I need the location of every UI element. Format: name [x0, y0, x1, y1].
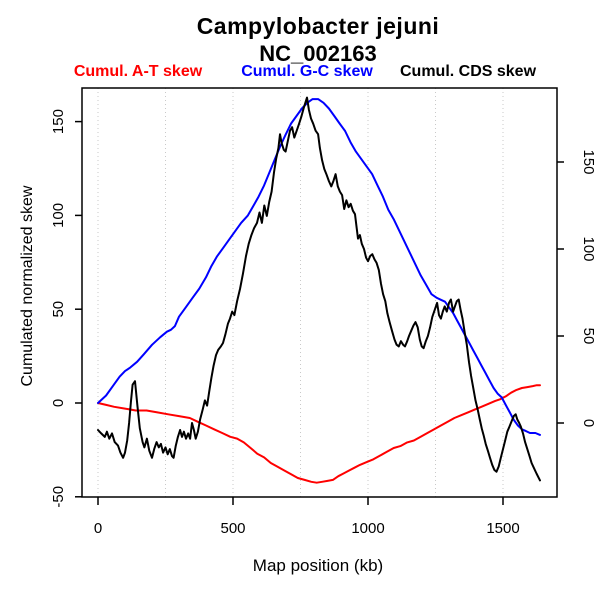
gc-skew-curve	[97, 98, 541, 436]
y-left-tick-label: 150	[50, 109, 67, 134]
legend-cds-skew: Cumul. CDS skew	[399, 63, 537, 80]
y-right-tick-label: 50	[580, 328, 597, 345]
legend-gc-skew: Cumul. G-C skew	[241, 63, 373, 80]
x-tick-label: 1500	[486, 520, 519, 537]
y-left-tick-label: -50	[50, 486, 67, 508]
x-tick-label: 0	[94, 520, 102, 537]
plot-border	[81, 87, 558, 498]
y-left-tick-label: 0	[50, 399, 67, 407]
accession-subtitle: NC_002163	[259, 41, 377, 66]
page-title: Campylobacter jejuni	[196, 13, 440, 39]
x-tick-label: 1000	[351, 520, 384, 537]
y-right-tick-label: 150	[580, 149, 597, 174]
x-tick-label: 500	[220, 520, 245, 537]
y-right-tick-label: 100	[580, 236, 597, 261]
cds-skew-curve	[97, 96, 541, 482]
y-left-tick-label: 100	[50, 203, 67, 228]
y-right-tick-label: 0	[580, 419, 597, 427]
x-axis-label: Map position (kb)	[252, 556, 384, 575]
y-left-tick-label: 50	[50, 301, 67, 318]
at-skew-curve	[97, 384, 541, 484]
legend-at-skew: Cumul. A-T skew	[73, 63, 203, 80]
